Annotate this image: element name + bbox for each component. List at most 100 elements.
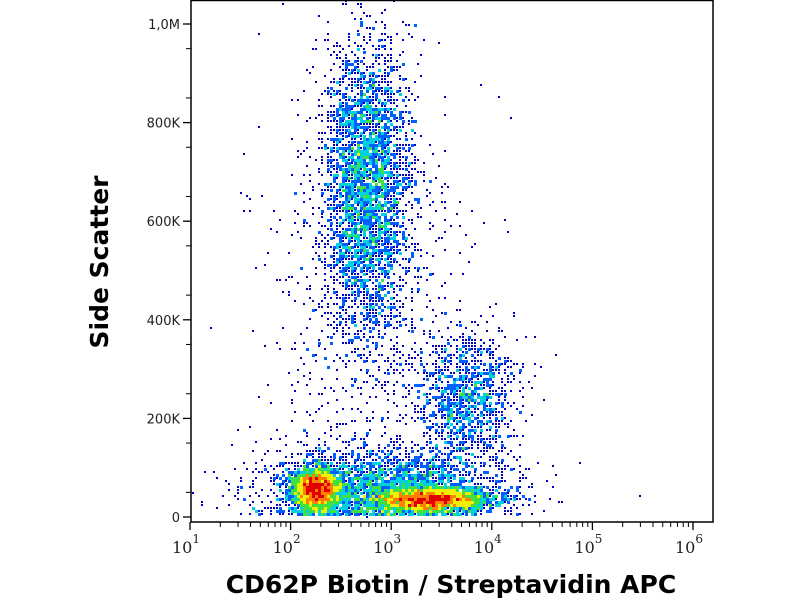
density-cell: [492, 456, 494, 458]
density-cell: [402, 495, 405, 498]
density-cell: [405, 270, 408, 273]
density-cell: [336, 192, 338, 194]
density-cell: [312, 480, 315, 483]
density-cell: [387, 240, 390, 243]
density-cell: [339, 189, 341, 191]
density-cell: [366, 318, 368, 320]
density-cell: [351, 153, 354, 156]
density-cell: [477, 444, 479, 446]
density-cell: [420, 255, 422, 257]
density-cell: [453, 483, 456, 486]
density-cell: [342, 168, 345, 171]
density-cell: [327, 486, 330, 489]
density-cell: [504, 417, 506, 419]
density-cell: [327, 402, 329, 404]
density-cell: [423, 174, 425, 176]
density-cell: [453, 390, 456, 393]
density-cell: [330, 501, 333, 504]
density-cell: [477, 423, 479, 425]
density-cell: [306, 456, 308, 458]
density-cell: [357, 294, 360, 297]
density-cell: [342, 81, 344, 83]
density-cell: [348, 507, 350, 509]
density-cell: [399, 174, 401, 176]
density-cell: [345, 159, 348, 162]
density-cell: [456, 495, 459, 498]
density-cell: [375, 141, 377, 143]
density-cell: [300, 267, 303, 270]
density-cell: [489, 411, 492, 414]
density-cell: [360, 93, 363, 96]
density-cell: [339, 234, 342, 237]
density-cell: [444, 363, 446, 365]
density-cell: [426, 378, 429, 381]
density-cell: [342, 285, 344, 287]
density-cell: [369, 465, 372, 468]
density-cell: [255, 468, 257, 470]
density-cell: [288, 504, 290, 506]
density-cell: [387, 108, 390, 111]
density-cell: [387, 171, 390, 174]
density-cell: [408, 384, 410, 386]
density-cell: [348, 96, 351, 99]
density-cell: [429, 354, 431, 356]
density-cell: [495, 429, 498, 432]
density-cell: [387, 180, 389, 182]
density-cell: [471, 510, 474, 513]
density-cell: [345, 96, 347, 98]
density-cell: [369, 267, 371, 269]
density-cell: [405, 282, 407, 284]
density-cell: [321, 213, 323, 215]
density-cell: [411, 450, 414, 453]
density-cell: [390, 462, 393, 465]
density-cell: [333, 81, 335, 83]
density-cell: [381, 468, 384, 471]
density-cell: [354, 81, 356, 83]
density-cell: [414, 486, 417, 489]
density-cell: [465, 504, 468, 507]
density-cell: [375, 144, 378, 147]
density-cell: [336, 123, 338, 125]
density-cell: [270, 477, 272, 479]
density-cell: [369, 240, 372, 243]
density-cell: [444, 387, 447, 390]
density-cell: [303, 342, 305, 344]
density-cell: [465, 435, 467, 437]
density-cell: [492, 366, 494, 368]
density-cell: [351, 513, 353, 515]
density-cell: [324, 285, 326, 287]
density-cell: [375, 300, 377, 302]
density-cell: [390, 306, 393, 309]
density-cell: [417, 417, 419, 419]
density-cell: [306, 495, 309, 498]
density-cell: [366, 117, 369, 120]
density-cell: [201, 501, 203, 503]
density-cell: [405, 174, 407, 176]
density-cell: [303, 471, 306, 474]
density-cell: [345, 114, 348, 117]
density-cell: [294, 504, 296, 506]
density-cell: [366, 87, 369, 90]
density-cell: [357, 507, 360, 510]
density-cell: [387, 306, 390, 309]
density-cell: [309, 480, 312, 483]
density-cell: [453, 387, 456, 390]
density-cell: [429, 399, 431, 401]
density-cell: [426, 189, 428, 191]
density-cell: [471, 378, 473, 380]
density-cell: [372, 78, 375, 81]
density-cell: [435, 345, 437, 347]
density-cell: [378, 216, 381, 219]
density-cell: [345, 57, 347, 59]
density-cell: [312, 462, 314, 464]
density-cell: [387, 246, 389, 248]
density-cell: [531, 387, 533, 389]
density-cell: [513, 495, 516, 498]
density-cell: [435, 483, 438, 486]
density-cell: [423, 474, 426, 477]
density-cell: [345, 504, 348, 507]
density-cell: [462, 444, 464, 446]
density-cell: [354, 459, 357, 462]
density-cell: [393, 504, 396, 507]
density-cell: [387, 282, 389, 284]
